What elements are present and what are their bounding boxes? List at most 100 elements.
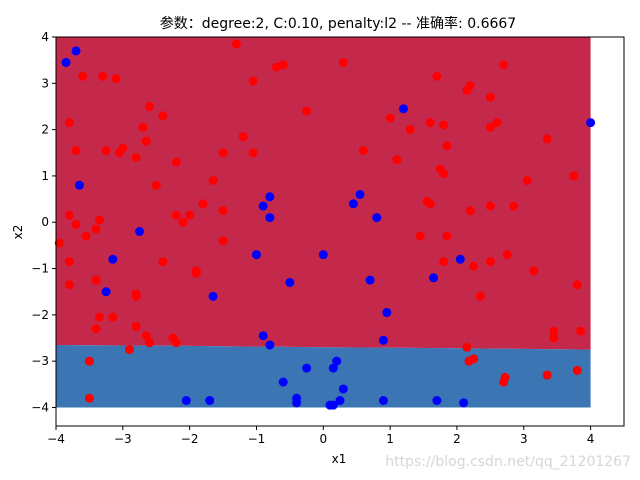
data-point xyxy=(485,257,495,267)
data-point xyxy=(141,136,151,146)
data-point xyxy=(439,257,449,267)
data-point xyxy=(485,92,495,102)
data-point xyxy=(91,224,101,234)
data-point xyxy=(258,331,268,341)
data-point xyxy=(98,71,108,81)
x-axis: −4 −3 −2 −1 0 1 2 3 4 xyxy=(47,426,594,446)
data-point xyxy=(572,365,582,375)
data-point xyxy=(108,254,118,264)
data-point xyxy=(549,326,559,336)
data-point xyxy=(131,152,141,162)
data-point xyxy=(135,227,145,236)
data-point xyxy=(111,74,121,84)
data-point xyxy=(522,176,532,186)
data-point xyxy=(469,261,479,271)
data-point xyxy=(378,396,388,406)
data-point xyxy=(302,106,312,116)
data-point xyxy=(378,335,388,345)
data-point xyxy=(108,312,118,322)
data-point xyxy=(238,132,248,142)
decision-region-red xyxy=(56,37,591,350)
data-point xyxy=(549,333,559,343)
data-point xyxy=(74,180,84,190)
data-point xyxy=(405,125,415,135)
data-point xyxy=(355,189,365,199)
x-tick-label: −3 xyxy=(114,432,132,446)
data-point xyxy=(475,291,485,301)
data-point xyxy=(251,250,261,260)
data-point xyxy=(208,291,218,301)
x-tick-label: −2 xyxy=(181,432,199,446)
y-tick-label: −2 xyxy=(31,308,49,322)
data-point xyxy=(492,118,502,128)
data-point xyxy=(141,331,151,341)
data-point xyxy=(71,145,81,155)
data-point xyxy=(422,196,432,206)
data-point xyxy=(248,148,258,158)
data-point xyxy=(84,393,94,403)
data-point xyxy=(84,356,94,366)
x-tick-label: 3 xyxy=(520,432,528,446)
data-point xyxy=(328,363,338,373)
data-point xyxy=(382,308,392,318)
data-point xyxy=(171,210,181,220)
data-point xyxy=(442,231,452,241)
data-point xyxy=(485,122,495,132)
data-point xyxy=(61,57,71,67)
data-point xyxy=(328,400,338,410)
data-point xyxy=(218,148,228,158)
data-point xyxy=(181,396,191,406)
data-point xyxy=(131,289,141,299)
x-tick-label: 1 xyxy=(386,432,394,446)
data-point xyxy=(278,60,288,70)
data-point xyxy=(415,231,425,241)
data-point xyxy=(455,254,465,264)
data-point xyxy=(218,206,228,216)
data-point xyxy=(465,81,475,91)
x-tick-label: −1 xyxy=(248,432,266,446)
series-0 xyxy=(54,39,586,403)
data-point xyxy=(285,277,295,287)
y-tick-label: −4 xyxy=(31,400,49,414)
plot-area xyxy=(54,37,596,410)
data-point xyxy=(569,171,579,181)
data-point xyxy=(469,354,479,364)
data-point xyxy=(335,396,345,406)
data-point xyxy=(171,338,181,348)
x-tick-label: 0 xyxy=(319,432,327,446)
data-point xyxy=(292,398,302,408)
data-point xyxy=(64,210,74,220)
data-point xyxy=(71,46,81,56)
data-point xyxy=(81,231,91,241)
data-point xyxy=(439,169,449,179)
data-point xyxy=(64,257,74,267)
x-tick-label: 2 xyxy=(453,432,461,446)
y-tick-label: 2 xyxy=(41,123,49,137)
data-point xyxy=(125,345,135,355)
data-point xyxy=(91,324,101,334)
data-point xyxy=(54,238,64,248)
data-point xyxy=(101,145,111,155)
data-point xyxy=(218,236,228,246)
y-tick-label: 3 xyxy=(41,76,49,90)
data-point xyxy=(358,145,368,155)
data-point xyxy=(529,266,539,276)
data-point xyxy=(348,199,358,209)
data-point xyxy=(185,210,195,220)
data-point xyxy=(151,180,161,190)
data-point xyxy=(485,201,495,211)
chart-title: 参数：degree:2, C:0.10, penalty:l2 -- 准确率: … xyxy=(160,15,516,32)
data-point xyxy=(499,60,509,70)
decision-region-blue xyxy=(56,344,591,408)
data-point xyxy=(158,111,168,121)
data-point xyxy=(318,250,328,260)
data-point xyxy=(78,71,88,81)
data-point xyxy=(138,122,148,132)
y-tick-label: −3 xyxy=(31,354,49,368)
data-point xyxy=(542,134,552,144)
data-point xyxy=(432,396,442,406)
data-point xyxy=(459,398,469,408)
data-point xyxy=(191,268,201,278)
data-point xyxy=(145,338,155,348)
data-point xyxy=(365,275,375,285)
